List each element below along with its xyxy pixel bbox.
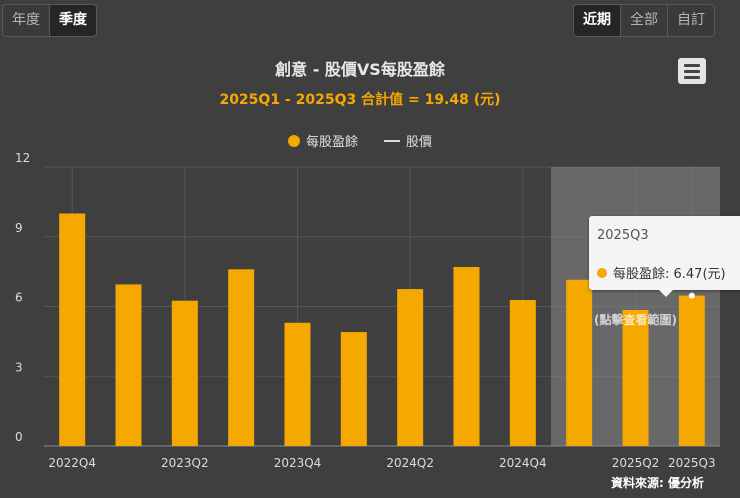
x-tick-label: 2023Q2 xyxy=(161,456,209,470)
tooltip-dot-icon xyxy=(597,267,607,278)
tab-custom[interactable]: 自訂 xyxy=(677,12,705,28)
legend-item-price[interactable]: 股價 xyxy=(384,131,432,150)
eps-bar xyxy=(509,299,536,446)
eps-bar xyxy=(115,284,142,446)
tab-annual[interactable]: 年度 xyxy=(3,5,50,36)
x-tick-label: 2025Q3 xyxy=(668,456,716,470)
x-tick-label: 2024Q2 xyxy=(386,456,434,470)
y-tick-label: 12 xyxy=(15,151,30,165)
legend-dot-icon xyxy=(287,134,300,147)
legend-line-icon xyxy=(384,139,400,142)
eps-bar xyxy=(622,309,649,446)
tooltip-title: 2025Q3 xyxy=(597,228,649,243)
source-text: 資料來源: 優分析 xyxy=(611,476,704,490)
eps-bar xyxy=(453,266,480,446)
chart-legend: 每股盈餘 股價 xyxy=(0,131,720,150)
y-tick-label: 6 xyxy=(15,291,23,305)
tab-all[interactable]: 全部 xyxy=(621,5,668,36)
legend-item-eps[interactable]: 每股盈餘 xyxy=(287,131,358,150)
eps-bar xyxy=(171,300,198,446)
y-tick-label: 0 xyxy=(15,430,23,444)
eps-bar xyxy=(284,322,311,446)
eps-bar xyxy=(566,279,593,446)
tooltip-row: 每股盈餘: 6.47(元) xyxy=(597,263,726,282)
x-tick-label: 2022Q4 xyxy=(48,456,96,470)
hamburger-menu-icon[interactable] xyxy=(678,58,706,84)
y-tick-label: 9 xyxy=(15,221,23,235)
range-toggle: 近期 全部 自訂 xyxy=(573,4,715,37)
tooltip-value: 每股盈餘: 6.47(元) xyxy=(613,267,726,282)
eps-bar xyxy=(397,289,424,446)
y-tick-label: 3 xyxy=(15,360,23,374)
highlight-range-label: (點擊查看範圍) xyxy=(594,312,677,327)
eps-bar xyxy=(228,269,255,446)
x-tick-label: 2025Q2 xyxy=(612,456,660,470)
eps-bar xyxy=(340,332,367,446)
chart-subtitle: 2025Q1 - 2025Q3 合計值 = 19.48 (元) xyxy=(219,92,501,108)
x-tick-label: 2024Q4 xyxy=(499,456,547,470)
tab-quarterly[interactable]: 季度 xyxy=(50,5,96,36)
legend-label-eps: 每股盈餘 xyxy=(305,135,358,150)
tab-recent[interactable]: 近期 xyxy=(574,5,621,36)
eps-bar xyxy=(59,213,86,446)
chart-title: 創意 - 股價VS每股盈餘 xyxy=(275,60,445,79)
period-toggle: 年度 季度 xyxy=(2,4,97,37)
legend-label-price: 股價 xyxy=(406,135,433,150)
eps-bar xyxy=(678,295,705,446)
x-tick-label: 2023Q4 xyxy=(274,456,322,470)
chart-tooltip: 2025Q3 每股盈餘: 6.47(元) xyxy=(589,216,740,297)
tooltip-arrow xyxy=(659,290,673,297)
hover-point-marker xyxy=(688,292,695,299)
